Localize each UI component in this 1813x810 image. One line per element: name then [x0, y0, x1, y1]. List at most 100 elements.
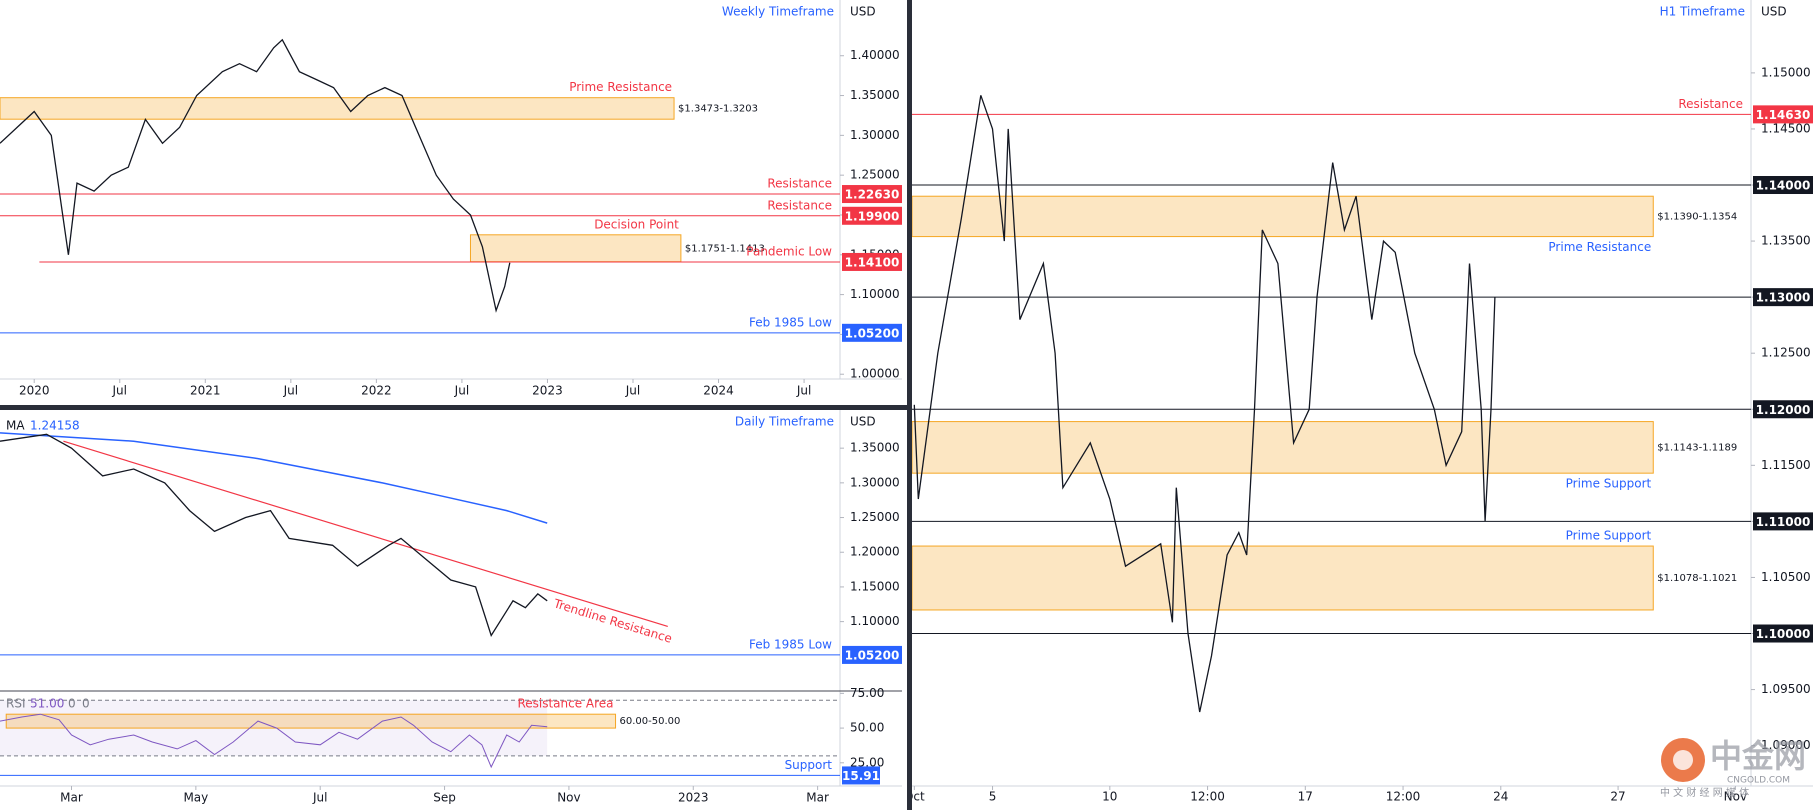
y-tick-label: 1.30000	[850, 128, 900, 142]
x-tick-label: Jul	[312, 791, 327, 805]
price-tag	[1753, 512, 1813, 531]
zone-label: Prime Resistance	[1548, 240, 1651, 254]
x-tick-label: 12:00	[1190, 790, 1225, 804]
y-tick-label: 1.10500	[1761, 570, 1811, 584]
price-tag	[842, 766, 880, 785]
level-label: Pandemic Low	[746, 244, 832, 258]
zone-range-label: $1.1143-1.1189	[1657, 442, 1737, 453]
y-tick-label: 25.00	[850, 755, 884, 769]
price-tag-label: 15.91	[842, 769, 880, 783]
zone-label: Decision Point	[594, 217, 679, 231]
price-tag-label: 1.05200	[845, 648, 900, 662]
watermark-tagline: 中 文 财 经 网 媒 体	[1660, 786, 1749, 799]
panel-separator	[907, 0, 912, 810]
zone	[911, 195, 1654, 238]
zone	[911, 421, 1654, 474]
price-tag	[1753, 176, 1813, 195]
x-tick-label: Jul	[283, 384, 298, 398]
moving-average	[0, 432, 548, 524]
x-tick-label: Mar	[806, 791, 829, 805]
x-tick-label: Mar	[60, 791, 83, 805]
panel-title: Weekly Timeframe	[722, 5, 834, 19]
y-tick-label: 1.10000	[850, 287, 900, 301]
price-tag-label: 1.19900	[845, 209, 900, 223]
y-tick-label: 1.13500	[1761, 234, 1811, 248]
y-tick-label: 1.40000	[850, 48, 900, 62]
y-tick-label: 1.15000	[1761, 65, 1811, 79]
y-tick-label: 1.14500	[1761, 121, 1811, 135]
y-tick-label: 1.25000	[850, 168, 900, 182]
price-tag	[1753, 288, 1813, 307]
zone	[911, 545, 1654, 611]
price-tag-label: 1.13000	[1756, 291, 1811, 305]
zone-range-label: $1.1390-1.1354	[1657, 211, 1737, 222]
price-tag	[1753, 105, 1813, 124]
panel-title: Daily Timeframe	[735, 415, 834, 429]
price-line	[0, 38, 511, 313]
zone-range-label: 60.00-50.00	[620, 716, 681, 727]
x-tick-label: Sep	[433, 791, 456, 805]
level-label: Resistance	[767, 198, 832, 212]
panel-separator	[0, 405, 907, 410]
ma-value: 1.24158	[30, 419, 80, 433]
x-tick-label: 27	[1610, 790, 1625, 804]
y-tick-label: 75.00	[850, 686, 884, 700]
y-tick-label: 1.12500	[1761, 346, 1811, 360]
x-tick-label: 12:00	[1386, 790, 1421, 804]
currency: USD	[850, 5, 876, 19]
x-tick-label: 5	[989, 790, 997, 804]
y-tick-label: 1.20000	[850, 545, 900, 559]
price-tag	[1753, 624, 1813, 643]
y-tick-label: 1.30000	[850, 475, 900, 489]
rsi-label: RSI	[6, 697, 26, 711]
price-tag	[842, 185, 902, 204]
y-tick-label: 1.35000	[850, 441, 900, 455]
y-tick-label: 1.10000	[850, 614, 900, 628]
y-tick-label: 1.25000	[850, 510, 900, 524]
price-tag-label: 1.22630	[845, 188, 900, 202]
zone-label: Prime Support	[1566, 477, 1652, 491]
x-tick-label: Jul	[796, 384, 811, 398]
level-label: Support	[785, 758, 833, 772]
logo-inner	[1673, 750, 1693, 770]
x-tick-label: May	[183, 791, 208, 805]
zone	[0, 97, 675, 120]
x-tick-label: Jul	[112, 384, 127, 398]
zone	[5, 713, 617, 729]
rsi-line	[0, 713, 548, 769]
price-tag-label: 1.14630	[1756, 108, 1811, 122]
price-tag	[842, 323, 902, 342]
x-tick-label: Jul	[454, 384, 469, 398]
price-tag	[842, 206, 902, 225]
zone-label: Prime Resistance	[569, 80, 672, 94]
y-tick-label: 1.11500	[1761, 458, 1811, 472]
zone-range-label: $1.1751-1.1413	[685, 243, 765, 254]
x-tick-label: Jul	[625, 384, 640, 398]
price-tag	[842, 645, 902, 664]
ma-label: MA	[6, 419, 25, 433]
x-tick-label: 2023	[678, 791, 709, 805]
y-tick-label: 1.35000	[850, 88, 900, 102]
price-tag-label: 1.14000	[1756, 179, 1811, 193]
x-tick-label: 24	[1493, 790, 1508, 804]
y-tick-label: 1.09500	[1761, 682, 1811, 696]
y-tick-label: 1.00000	[850, 367, 900, 381]
price-tag-label: 1.10000	[1756, 627, 1811, 641]
panel-title: H1 Timeframe	[1660, 5, 1745, 19]
currency: USD	[1761, 5, 1787, 19]
level-label: Resistance	[1678, 97, 1743, 111]
watermark-title: 中金网	[1710, 737, 1806, 775]
rsi-param: 0	[82, 697, 90, 711]
x-tick-label: 2020	[19, 384, 50, 398]
zone-label: Prime Support	[1566, 529, 1652, 543]
zone-range-label: $1.1078-1.1021	[1657, 573, 1737, 584]
y-tick-label: 1.15000	[850, 579, 900, 593]
x-tick-label: 2021	[190, 384, 221, 398]
x-tick-label: 2022	[361, 384, 392, 398]
zone-label: Resistance Area	[517, 697, 613, 711]
x-tick-label: 17	[1298, 790, 1313, 804]
zone-range-label: $1.3473-1.3203	[678, 103, 758, 114]
rsi-value: 51.00	[30, 697, 64, 711]
price-tag	[1753, 400, 1813, 419]
